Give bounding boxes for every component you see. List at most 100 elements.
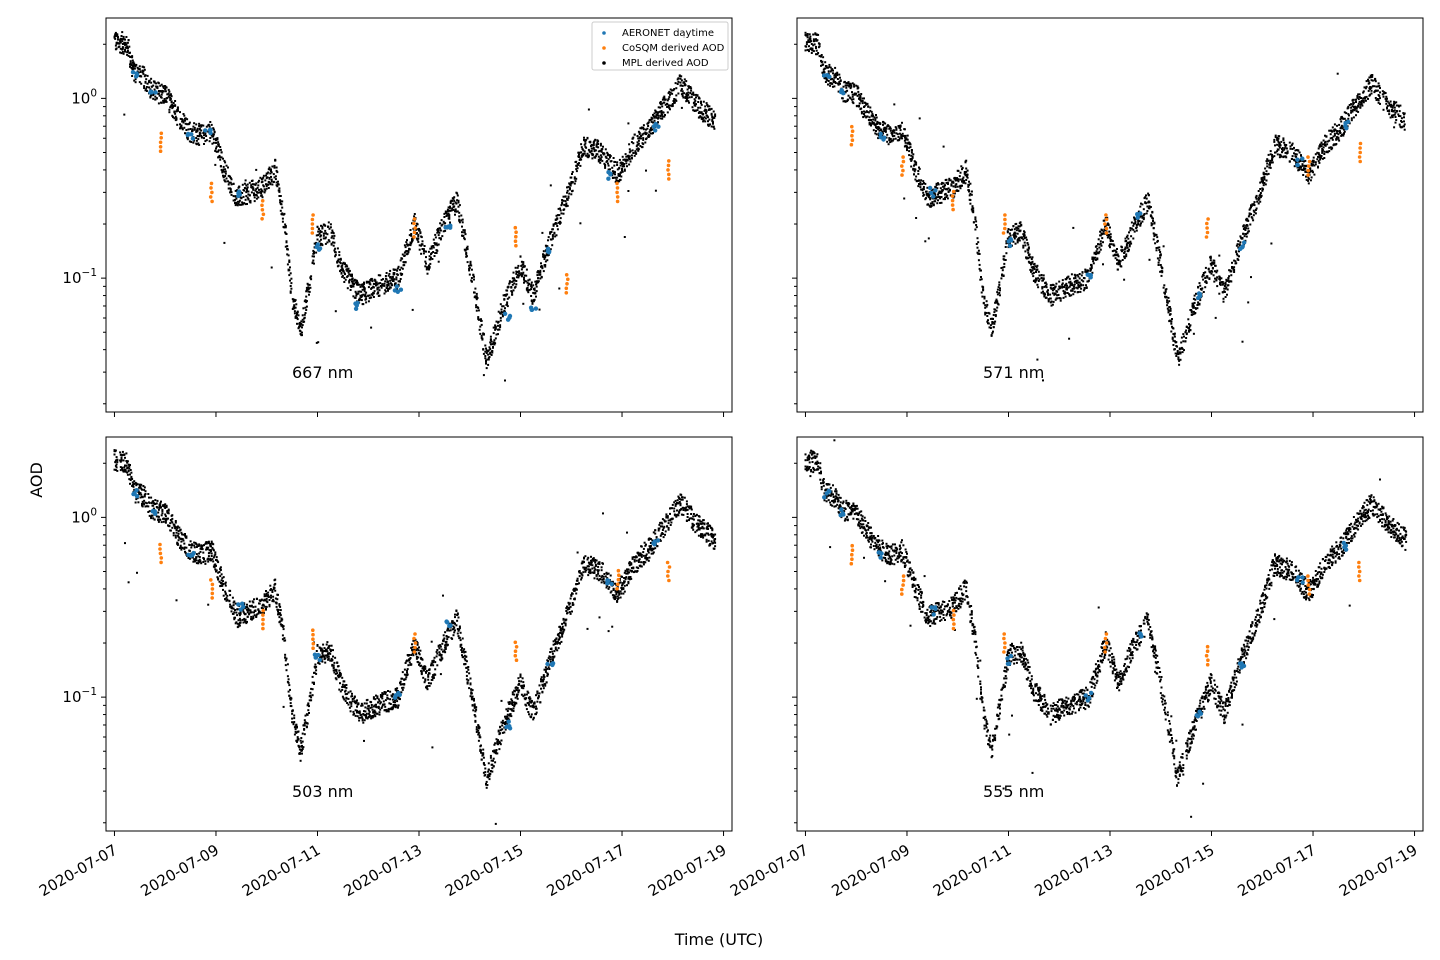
mpl-point bbox=[237, 202, 240, 205]
mpl-point bbox=[1109, 246, 1111, 249]
mpl-point bbox=[600, 156, 603, 159]
mpl-point bbox=[427, 268, 430, 271]
mpl-point bbox=[1185, 326, 1188, 328]
mpl-point bbox=[1340, 120, 1343, 123]
mpl-point bbox=[642, 138, 645, 141]
mpl-point bbox=[918, 167, 921, 170]
mpl-point bbox=[270, 171, 273, 174]
mpl-point bbox=[1302, 160, 1305, 163]
cosqm-point bbox=[950, 203, 955, 207]
mpl-point bbox=[195, 139, 198, 142]
cosqm-point bbox=[1358, 141, 1363, 146]
mpl-point bbox=[654, 189, 657, 192]
mpl-point bbox=[238, 199, 241, 202]
mpl-point bbox=[1192, 305, 1195, 308]
mpl-point bbox=[955, 183, 958, 186]
mpl-point bbox=[657, 114, 660, 117]
mpl-point bbox=[1237, 259, 1240, 261]
mpl-point bbox=[1339, 132, 1342, 134]
mpl-point bbox=[1257, 198, 1260, 201]
mpl-point bbox=[922, 180, 925, 183]
mpl-point bbox=[293, 304, 296, 307]
mpl-point bbox=[1352, 116, 1355, 119]
mpl-point bbox=[1340, 134, 1343, 136]
mpl-point bbox=[1015, 235, 1018, 238]
mpl-point bbox=[193, 122, 196, 125]
mpl-point bbox=[713, 116, 716, 119]
mpl-point bbox=[942, 145, 945, 148]
mpl-point bbox=[449, 206, 451, 209]
mpl-point bbox=[913, 164, 915, 167]
mpl-point bbox=[1153, 222, 1156, 225]
mpl-point bbox=[1172, 327, 1175, 330]
mpl-point bbox=[1294, 149, 1297, 152]
mpl-point bbox=[249, 199, 252, 202]
mpl-point bbox=[235, 203, 238, 206]
mpl-point bbox=[1037, 280, 1040, 282]
mpl-point bbox=[1064, 295, 1067, 298]
mpl-point bbox=[1262, 188, 1264, 191]
mpl-point bbox=[389, 279, 392, 282]
mpl-point bbox=[420, 244, 423, 247]
mpl-point bbox=[869, 106, 872, 109]
mpl-point bbox=[1044, 285, 1047, 287]
mpl-point bbox=[1005, 252, 1008, 255]
mpl-point bbox=[961, 166, 964, 169]
mpl-point bbox=[681, 90, 684, 93]
mpl-point bbox=[1368, 81, 1371, 84]
mpl-point bbox=[561, 201, 564, 204]
mpl-point bbox=[599, 154, 602, 157]
mpl-point bbox=[1267, 153, 1270, 156]
mpl-point bbox=[247, 193, 250, 196]
mpl-point bbox=[1238, 244, 1241, 246]
mpl-point bbox=[1254, 212, 1257, 215]
mpl-point bbox=[413, 215, 416, 218]
mpl-point bbox=[941, 189, 944, 192]
mpl-point bbox=[182, 113, 185, 115]
mpl-point bbox=[659, 110, 662, 113]
mpl-point bbox=[251, 179, 254, 182]
mpl-point bbox=[119, 451, 122, 454]
mpl-point bbox=[666, 99, 669, 102]
mpl-point bbox=[815, 33, 818, 36]
mpl-point bbox=[587, 148, 590, 151]
mpl-point bbox=[873, 116, 876, 119]
mpl-point bbox=[674, 82, 677, 85]
mpl-point bbox=[1061, 285, 1064, 288]
mpl-point bbox=[519, 255, 522, 258]
mpl-point bbox=[645, 169, 647, 172]
mpl-point bbox=[1233, 269, 1236, 271]
mpl-point bbox=[120, 456, 123, 459]
mpl-point bbox=[484, 355, 487, 357]
mpl-point bbox=[681, 92, 684, 95]
mpl-point bbox=[866, 115, 869, 118]
mpl-point bbox=[707, 120, 709, 123]
mpl-point bbox=[685, 93, 688, 96]
mpl-point bbox=[876, 122, 879, 125]
mpl-point bbox=[704, 117, 707, 120]
mpl-point bbox=[825, 66, 828, 69]
mpl-point bbox=[628, 155, 631, 158]
mpl-point bbox=[1053, 293, 1056, 296]
mpl-point bbox=[1019, 236, 1022, 239]
mpl-point bbox=[686, 88, 689, 91]
mpl-point bbox=[510, 286, 513, 288]
mpl-point bbox=[1004, 259, 1007, 261]
mpl-point bbox=[1108, 234, 1111, 237]
mpl-point bbox=[1269, 161, 1271, 164]
mpl-point bbox=[179, 127, 181, 130]
mpl-point bbox=[832, 72, 834, 75]
mpl-point bbox=[124, 41, 127, 44]
mpl-point bbox=[493, 343, 496, 346]
mpl-point bbox=[1223, 291, 1226, 293]
mpl-point bbox=[470, 277, 473, 279]
mpl-point bbox=[304, 312, 307, 314]
mpl-point bbox=[244, 198, 247, 201]
mpl-point bbox=[485, 367, 488, 370]
mpl-point bbox=[197, 138, 200, 141]
mpl-point bbox=[277, 180, 279, 183]
mpl-point bbox=[832, 79, 835, 82]
mpl-point bbox=[458, 219, 461, 222]
mpl-point bbox=[808, 41, 811, 43]
mpl-point bbox=[1267, 172, 1270, 175]
